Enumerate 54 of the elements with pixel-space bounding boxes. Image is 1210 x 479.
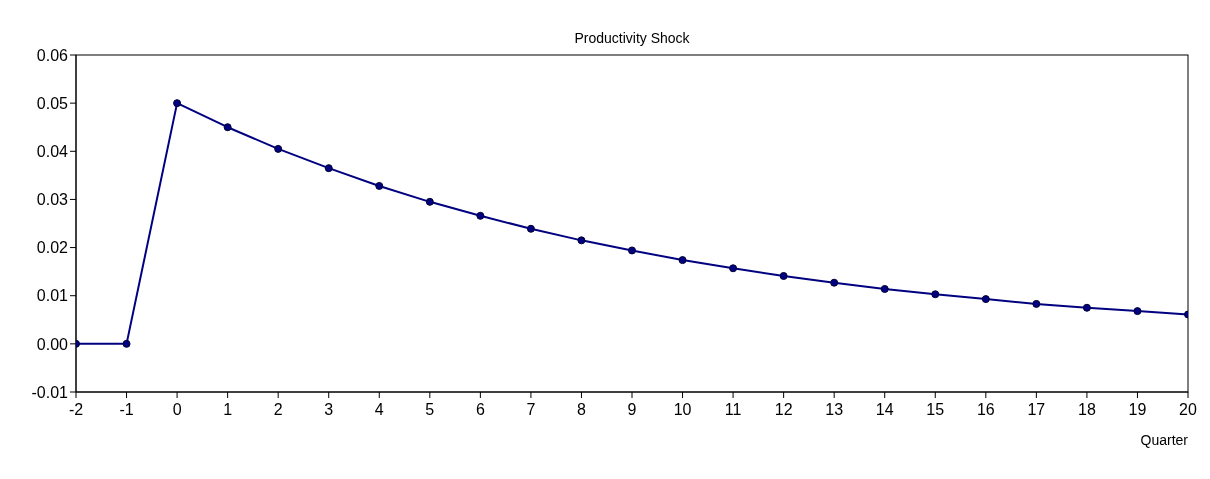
- point: [779, 271, 788, 280]
- x-tick-label: 0: [172, 401, 182, 419]
- point: [931, 290, 940, 299]
- y-tick-label: 0.02: [36, 239, 69, 257]
- point: [274, 144, 283, 153]
- y-tick-label: -0.01: [31, 383, 69, 401]
- x-tick-label: 11: [724, 401, 742, 419]
- y-tick-label: 0.00: [36, 335, 69, 353]
- point: [476, 211, 485, 220]
- point: [729, 264, 738, 273]
- point: [1082, 303, 1091, 312]
- x-tick-label: 10: [673, 401, 692, 419]
- x-tick-label: 13: [825, 401, 844, 419]
- y-tick-label: 0.06: [36, 46, 69, 64]
- x-tick-label: 14: [875, 401, 894, 419]
- x-tick-label: 20: [1179, 401, 1197, 419]
- x-tick-label: 19: [1128, 401, 1147, 419]
- point: [577, 236, 586, 245]
- x-tick-label: 9: [627, 401, 637, 419]
- point: [678, 256, 687, 265]
- x-tick-label: 1: [223, 401, 233, 419]
- x-tick-label: 3: [324, 401, 334, 419]
- y-tick-label: 0.03: [36, 191, 69, 209]
- y-tick-label: 0.04: [36, 142, 69, 160]
- point: [375, 181, 384, 190]
- x-tick-label: 7: [526, 401, 536, 419]
- point: [981, 295, 990, 304]
- x-tick-label: 5: [425, 401, 435, 419]
- x-tick-label: 8: [577, 401, 586, 419]
- point: [223, 123, 232, 132]
- x-tick-label: 4: [374, 401, 384, 419]
- x-tick-label: 15: [926, 401, 945, 419]
- x-tick-label: 17: [1027, 401, 1046, 419]
- chart-title: Productivity Shock: [573, 30, 691, 46]
- point: [173, 99, 182, 108]
- point: [880, 284, 889, 293]
- x-axis-title: Quarter: [1140, 432, 1188, 448]
- point: [628, 246, 636, 255]
- x-tick-label: -2: [68, 401, 84, 419]
- point: [122, 339, 131, 348]
- point: [425, 197, 434, 206]
- x-tick-label: -1: [119, 401, 134, 419]
- x-tick-label: 6: [475, 401, 485, 419]
- x-tick-label: 16: [976, 401, 995, 419]
- point: [324, 164, 333, 173]
- y-tick-label: 0.05: [36, 94, 69, 112]
- x-tick-label: 12: [774, 401, 793, 419]
- point: [830, 278, 839, 287]
- point: [1133, 307, 1142, 316]
- point: [1032, 299, 1041, 308]
- point: [526, 224, 535, 233]
- y-tick-label: 0.01: [36, 287, 69, 305]
- x-tick-label: 2: [273, 401, 283, 419]
- x-tick-label: 18: [1078, 401, 1096, 419]
